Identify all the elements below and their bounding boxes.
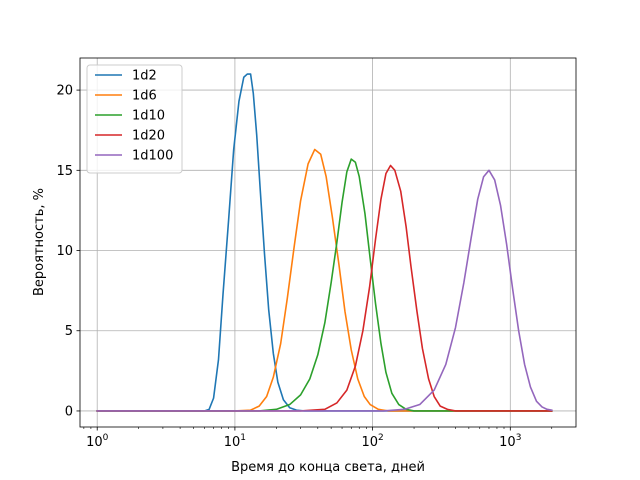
x-tick-label: 103 (499, 433, 521, 450)
plot-series (96, 73, 553, 412)
x-tick-label: 101 (224, 433, 246, 450)
y-tick-label: 20 (56, 84, 73, 99)
series-line-1d10 (96, 158, 553, 412)
legend-label-1d100: 1d100 (132, 149, 173, 164)
legend-box (86, 64, 183, 174)
x-tick-label: 102 (361, 433, 383, 450)
series-line-1d100 (96, 169, 553, 412)
ticks: 100 101 102 103 0 5 10 15 20 (56, 84, 553, 450)
series-line-1d2 (96, 73, 553, 412)
legend: 1d2 1d6 1d10 1d20 1d100 (86, 64, 183, 174)
y-tick-label: 5 (65, 324, 73, 339)
legend-label-1d6: 1d6 (132, 89, 157, 104)
legend-label-1d20: 1d20 (132, 129, 165, 144)
legend-label-1d2: 1d2 (132, 69, 157, 84)
series-line-1d20 (96, 164, 553, 412)
series-line-1d6 (96, 148, 553, 412)
y-tick-label: 10 (56, 244, 73, 259)
axes-frame (79, 57, 577, 428)
y-tick-label: 0 (65, 404, 73, 419)
y-tick-label: 15 (56, 164, 73, 179)
x-axis-label: Время до конца света, дней (231, 460, 425, 475)
y-axis-label: Вероятность, % (32, 188, 47, 296)
legend-label-1d10: 1d10 (132, 109, 165, 124)
x-tick-label: 100 (86, 433, 109, 450)
